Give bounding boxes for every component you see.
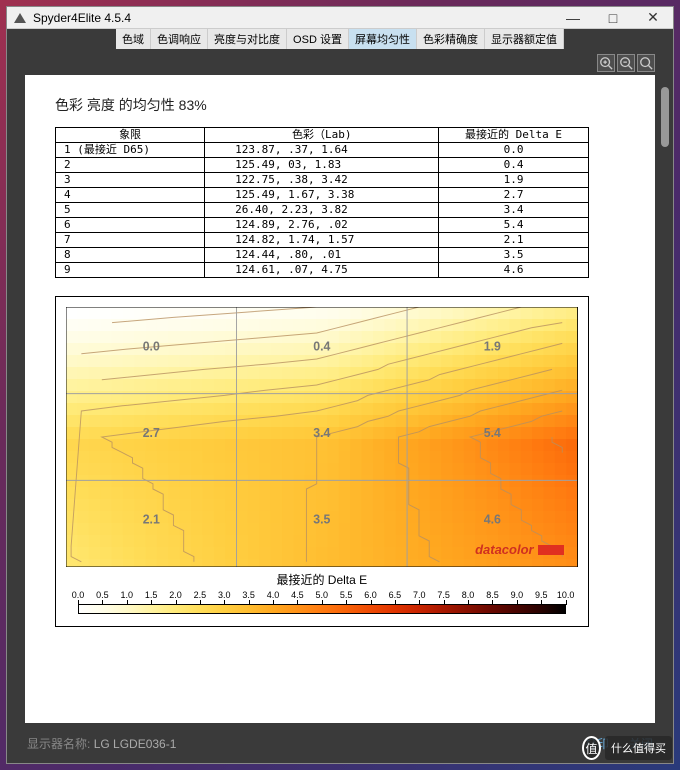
table-header: 象限 xyxy=(56,128,205,143)
legend-tick: 6.0 xyxy=(364,590,377,600)
legend-tick: 2.5 xyxy=(194,590,207,600)
legend-tick: 0.0 xyxy=(72,590,85,600)
legend-tick: 3.5 xyxy=(242,590,255,600)
tab-bar: 色域色调响应亮度与对比度OSD 设置屏幕均匀性色彩精确度显示器额定值 xyxy=(7,29,673,51)
print-button[interactable]: 打印 xyxy=(585,735,609,752)
legend-tick: 6.5 xyxy=(389,590,402,600)
table-header: 色彩（Lab) xyxy=(205,128,439,143)
svg-text:4.6: 4.6 xyxy=(484,512,501,526)
chart-title: 最接近的 Delta E xyxy=(66,571,578,588)
table-row: 7124.82, 1.74, 1.572.1 xyxy=(56,233,589,248)
uniformity-heatmap: 0.0 0.4 1.9 2.7 3.4 5.4 2.1 3.5 4.6 datacolor xyxy=(66,307,578,567)
display-name-label: 显示器名称: xyxy=(27,737,90,751)
legend-tick: 0.5 xyxy=(96,590,109,600)
table-row: 6124.89, 2.76, .025.4 xyxy=(56,218,589,233)
minimize-button[interactable]: — xyxy=(553,7,593,29)
table-row: 5 26.40, 2.23, 3.823.4 xyxy=(56,203,589,218)
scrollbar-thumb[interactable] xyxy=(661,87,669,147)
close-link[interactable]: 关闭 xyxy=(629,735,653,752)
legend-tick: 7.0 xyxy=(413,590,426,600)
window-title: Spyder4Elite 4.5.4 xyxy=(33,11,553,25)
tabs: 色域色调响应亮度与对比度OSD 设置屏幕均匀性色彩精确度显示器额定值 xyxy=(116,29,564,49)
legend-tick: 8.0 xyxy=(462,590,475,600)
page-heading: 色彩 亮度 的均匀性 83% xyxy=(55,95,635,115)
maximize-button[interactable]: □ xyxy=(593,7,633,29)
legend-tick: 4.5 xyxy=(291,590,304,600)
table-row: 8124.44, .80, .013.5 xyxy=(56,248,589,263)
svg-text:0.0: 0.0 xyxy=(143,339,160,353)
tab-3[interactable]: OSD 设置 xyxy=(287,29,349,49)
svg-text:3.5: 3.5 xyxy=(313,512,330,526)
uniformity-table: 象限色彩（Lab)最接近的 Delta E 1 (最接近 D65)123.87,… xyxy=(55,127,589,278)
tab-6[interactable]: 显示器额定值 xyxy=(485,29,564,49)
content-area: 色彩 亮度 的均匀性 83% 象限色彩（Lab)最接近的 Delta E 1 (… xyxy=(7,75,673,723)
titlebar: Spyder4Elite 4.5.4 — □ ✕ xyxy=(7,7,673,29)
tab-5[interactable]: 色彩精确度 xyxy=(417,29,485,49)
svg-text:2.7: 2.7 xyxy=(143,426,160,440)
legend-tick: 1.0 xyxy=(120,590,133,600)
zoom-in-icon[interactable] xyxy=(597,54,615,72)
report-page: 色彩 亮度 的均匀性 83% 象限色彩（Lab)最接近的 Delta E 1 (… xyxy=(25,75,655,723)
app-window: Spyder4Elite 4.5.4 — □ ✕ 色域色调响应亮度与对比度OSD… xyxy=(6,6,674,764)
svg-text:0.4: 0.4 xyxy=(313,339,330,353)
table-row: 9124.61, .07, 4.754.6 xyxy=(56,263,589,278)
datacolor-brand: datacolor xyxy=(475,542,564,557)
status-bar: 显示器名称: LG LGDE036-1 打印 关闭 xyxy=(7,723,673,763)
svg-text:2.1: 2.1 xyxy=(143,512,160,526)
app-icon xyxy=(11,9,29,27)
tab-1[interactable]: 色调响应 xyxy=(151,29,208,49)
chart-container: 0.0 0.4 1.9 2.7 3.4 5.4 2.1 3.5 4.6 datacolor 最接… xyxy=(55,296,589,627)
legend-tick: 3.0 xyxy=(218,590,231,600)
legend-tick: 2.0 xyxy=(169,590,182,600)
legend-tick: 9.0 xyxy=(511,590,524,600)
tab-2[interactable]: 亮度与对比度 xyxy=(208,29,287,49)
table-row: 3122.75, .38, 3.421.9 xyxy=(56,173,589,188)
color-legend: 0.0 0.5 1.0 1.5 2.0 2.5 3.0 3.5 4.0 4.5 5.0 5.5 6.0 6… xyxy=(66,590,578,620)
svg-text:3.4: 3.4 xyxy=(313,426,330,440)
legend-tick: 8.5 xyxy=(486,590,499,600)
table-row: 4125.49, 1.67, 3.382.7 xyxy=(56,188,589,203)
table-row: 1 (最接近 D65)123.87, .37, 1.640.0 xyxy=(56,143,589,158)
table-header: 最接近的 Delta E xyxy=(439,128,588,143)
legend-tick: 1.5 xyxy=(145,590,158,600)
window-buttons: — □ ✕ xyxy=(553,7,673,29)
tab-4[interactable]: 屏幕均匀性 xyxy=(349,29,417,49)
zoom-out-icon[interactable] xyxy=(617,54,635,72)
legend-tick: 4.0 xyxy=(267,590,280,600)
tab-0[interactable]: 色域 xyxy=(116,29,151,49)
close-button[interactable]: ✕ xyxy=(633,7,673,29)
table-row: 2125.49, 03, 1.830.4 xyxy=(56,158,589,173)
legend-tick: 5.0 xyxy=(316,590,329,600)
svg-text:1.9: 1.9 xyxy=(484,339,501,353)
legend-tick: 7.5 xyxy=(437,590,450,600)
svg-text:5.4: 5.4 xyxy=(484,426,501,440)
legend-tick: 9.5 xyxy=(535,590,548,600)
legend-tick: 10.0 xyxy=(557,590,575,600)
view-toolbar xyxy=(7,51,673,75)
display-name-value: LG LGDE036-1 xyxy=(94,737,177,751)
legend-tick: 5.5 xyxy=(340,590,353,600)
zoom-fit-icon[interactable] xyxy=(637,54,655,72)
